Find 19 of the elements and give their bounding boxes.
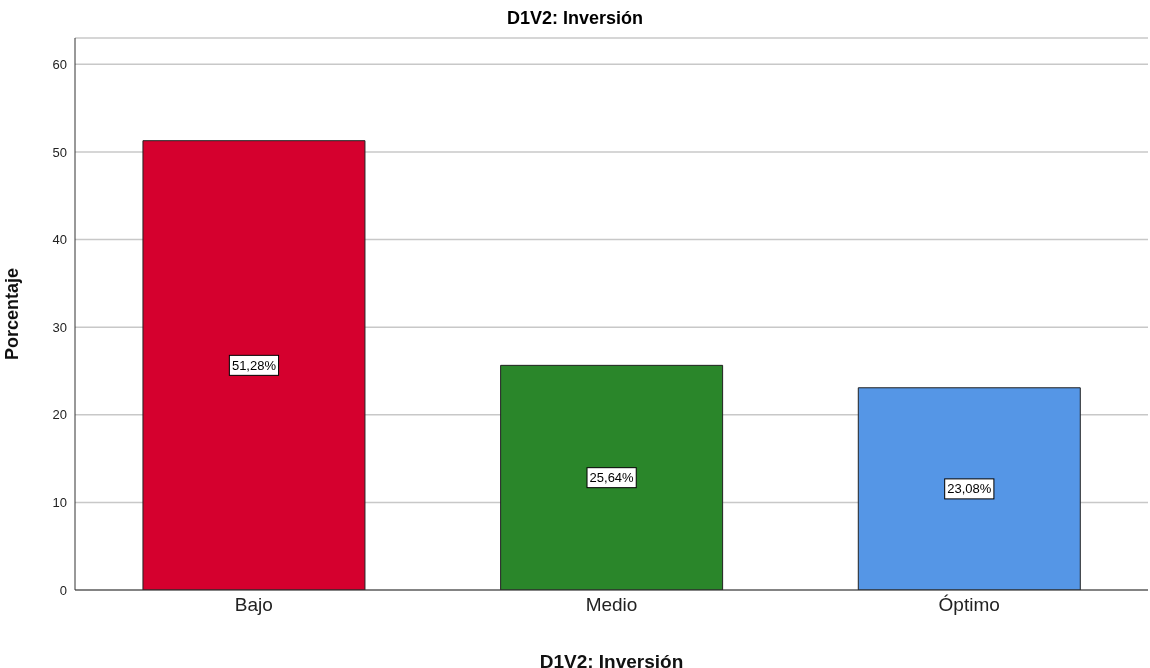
bar <box>500 364 724 590</box>
data-label: 23,08% <box>947 481 992 497</box>
y-tick-label: 40 <box>52 232 67 248</box>
y-tick-label: 60 <box>52 56 67 72</box>
data-label: 25,64% <box>589 470 635 486</box>
y-tick-label: 0 <box>59 582 67 598</box>
x-axis-title: D1V2: Inversión <box>539 651 684 668</box>
y-tick-label: 50 <box>52 144 67 160</box>
bar <box>857 387 1081 590</box>
x-tick-label: Medio <box>585 594 638 616</box>
x-tick-label: Bajo <box>234 594 273 616</box>
y-axis-title: Porcentaje <box>2 267 23 361</box>
y-tick-label: 10 <box>52 495 67 510</box>
y-tick-label: 30 <box>52 319 67 335</box>
data-label: 51,28% <box>231 357 277 373</box>
bar <box>142 140 366 590</box>
x-tick-label: Óptimo <box>938 594 1000 616</box>
chart-title: D1V2: Inversión <box>505 8 644 29</box>
y-tick-label: 20 <box>52 407 67 423</box>
